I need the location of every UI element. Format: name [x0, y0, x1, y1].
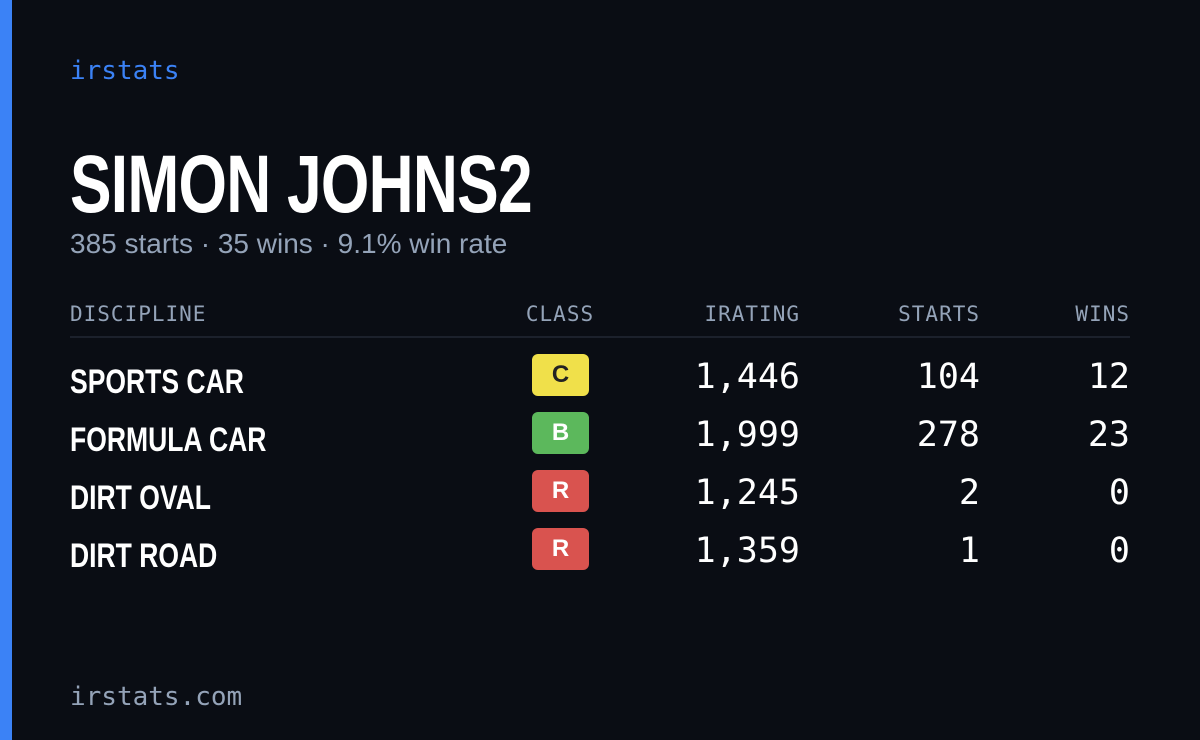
class-badge: R [532, 470, 589, 512]
discipline: DIRT OVAL [70, 479, 211, 517]
class-badge: R [532, 528, 589, 570]
class-badge: B [532, 412, 589, 454]
irating-value: 1,359 [694, 531, 800, 571]
column-header: CLASS [525, 302, 595, 326]
starts-value: 1 [958, 531, 980, 571]
starts-value: 104 [916, 357, 980, 397]
discipline: DIRT ROAD [70, 537, 218, 575]
brand[interactable]: irstats [70, 56, 180, 86]
header-rule [70, 336, 1130, 338]
column-header: DISCIPLINE [70, 302, 207, 326]
accent-bar [0, 0, 12, 740]
irating-value: 1,446 [694, 357, 800, 397]
discipline: SPORTS CAR [70, 363, 244, 401]
footer-link[interactable]: irstats.com [70, 682, 243, 712]
column-header: IRATING [704, 302, 800, 326]
wins-value: 0 [1108, 473, 1130, 513]
driver-summary: 385 starts · 35 wins · 9.1% win rate [70, 228, 508, 259]
class-badge: C [532, 354, 589, 396]
wins-value: 0 [1108, 531, 1130, 571]
wins-value: 12 [1087, 357, 1130, 397]
irating-value: 1,999 [694, 415, 800, 455]
starts-value: 2 [958, 473, 980, 513]
irating-value: 1,245 [694, 473, 800, 513]
discipline: FORMULA CAR [70, 421, 267, 459]
column-header: STARTS [898, 302, 980, 326]
wins-value: 23 [1087, 415, 1130, 455]
starts-value: 278 [916, 415, 980, 455]
column-header: WINS [1075, 302, 1130, 326]
driver-name: SIMON JOHNS2 [70, 139, 533, 230]
